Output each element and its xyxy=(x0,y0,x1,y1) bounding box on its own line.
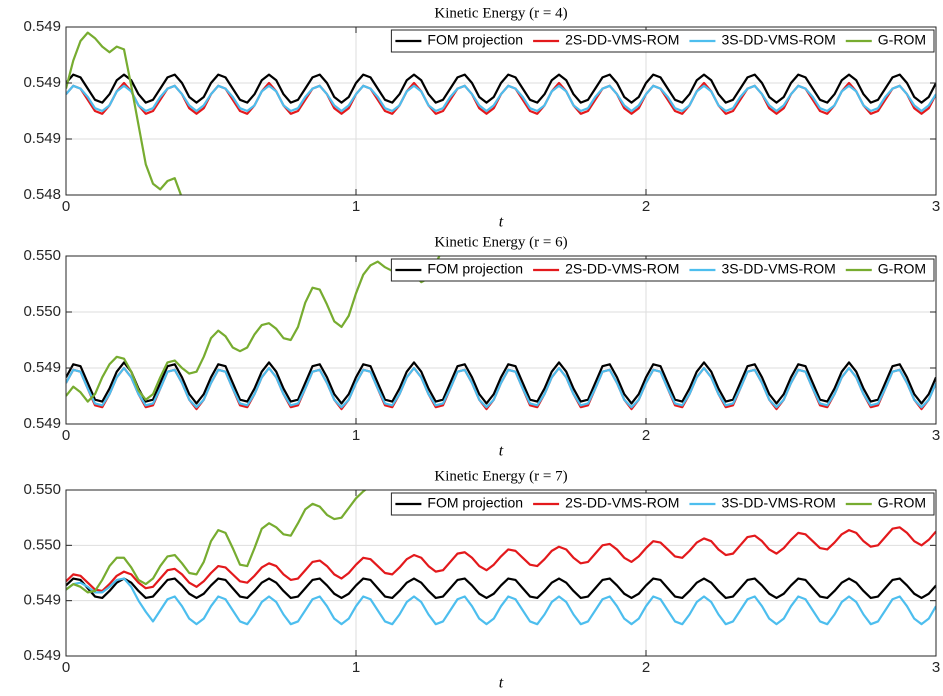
axes-box xyxy=(65,26,937,196)
chart-title: Kinetic Energy (r = 4) xyxy=(434,5,567,21)
x-tick-label: 3 xyxy=(932,198,940,215)
y-tick-label: 0.549 xyxy=(23,74,61,91)
x-tick-label: 0 xyxy=(62,198,70,215)
legend-label: G-ROM xyxy=(878,261,926,277)
legend-box xyxy=(390,492,935,516)
legend-label: 2S-DD-VMS-ROM xyxy=(565,32,679,48)
x-tick-label: 0 xyxy=(62,659,70,676)
x-tick-label: 1 xyxy=(352,659,360,676)
series-line xyxy=(66,366,936,409)
legend-box xyxy=(390,258,935,282)
y-tick-label: 0.549 xyxy=(23,415,61,432)
y-tick-label: 0.549 xyxy=(23,18,61,35)
x-tick-label: 3 xyxy=(932,427,940,444)
legend-label: G-ROM xyxy=(878,495,926,511)
x-tick-label: 2 xyxy=(642,198,650,215)
series-line xyxy=(66,577,936,599)
legend-label: 3S-DD-VMS-ROM xyxy=(721,495,835,511)
x-tick-label: 3 xyxy=(932,659,940,676)
legend-label: FOM projection xyxy=(427,32,523,48)
legend: FOM projection 2S-DD-VMS-ROM 3S-DD-VMS-ROM… xyxy=(390,258,935,282)
y-tick-label: 0.548 xyxy=(23,186,61,203)
series-line xyxy=(66,256,441,403)
chart-title: Kinetic Energy (r = 7) xyxy=(434,468,567,484)
y-tick-label: 0.550 xyxy=(23,247,61,264)
y-tick-label: 0.549 xyxy=(23,359,61,376)
x-tick-label: 2 xyxy=(642,427,650,444)
y-tick-label: 0.550 xyxy=(23,303,61,320)
legend-box xyxy=(390,29,935,53)
series-line xyxy=(66,361,936,405)
series-line xyxy=(66,490,367,594)
legend-label: G-ROM xyxy=(878,32,926,48)
legend-label: 3S-DD-VMS-ROM xyxy=(721,32,835,48)
plot-lines xyxy=(66,490,936,626)
x-tick-label: 1 xyxy=(352,198,360,215)
x-tick-label: 2 xyxy=(642,659,650,676)
plot-lines xyxy=(66,256,936,411)
legend-label: 2S-DD-VMS-ROM xyxy=(565,495,679,511)
series-line xyxy=(66,84,936,113)
x-axis-label: t xyxy=(499,214,504,231)
y-tick-label: 0.549 xyxy=(23,647,61,664)
legend-label: 3S-DD-VMS-ROM xyxy=(721,261,835,277)
legend: FOM projection 2S-DD-VMS-ROM 3S-DD-VMS-ROM… xyxy=(390,29,935,53)
axes-box xyxy=(65,489,937,657)
y-tick-label: 0.549 xyxy=(23,130,61,147)
legend: FOM projection 2S-DD-VMS-ROM 3S-DD-VMS-ROM… xyxy=(390,492,935,516)
x-axis-label: t xyxy=(499,443,504,460)
x-axis-label: t xyxy=(499,675,504,692)
y-tick-label: 0.549 xyxy=(23,592,61,609)
legend-label: FOM projection xyxy=(427,495,523,511)
legend-label: FOM projection xyxy=(427,261,523,277)
series-line xyxy=(66,526,936,593)
y-tick-label: 0.550 xyxy=(23,481,61,498)
x-tick-label: 1 xyxy=(352,427,360,444)
chart-title: Kinetic Energy (r = 6) xyxy=(434,234,567,250)
axes-box xyxy=(65,255,937,425)
y-tick-label: 0.550 xyxy=(23,536,61,553)
legend-label: 2S-DD-VMS-ROM xyxy=(565,261,679,277)
x-tick-label: 0 xyxy=(62,427,70,444)
plot-area xyxy=(66,27,936,195)
series-line xyxy=(66,577,936,626)
series-line xyxy=(66,31,183,195)
series-line xyxy=(66,73,936,104)
plot-lines xyxy=(66,31,936,195)
